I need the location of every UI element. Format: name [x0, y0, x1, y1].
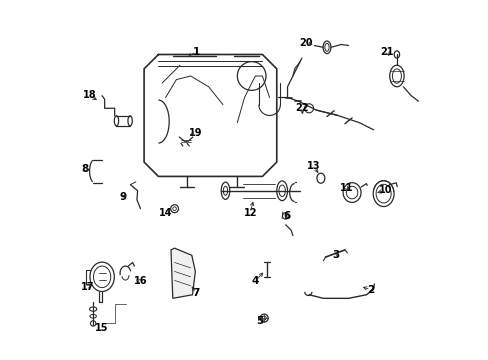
Text: 19: 19: [189, 128, 203, 138]
Text: 21: 21: [380, 46, 393, 57]
Text: 5: 5: [256, 316, 263, 325]
Text: 14: 14: [159, 208, 172, 218]
Text: 17: 17: [81, 282, 94, 292]
Text: 18: 18: [82, 90, 96, 100]
Text: 7: 7: [192, 288, 200, 298]
Text: 15: 15: [95, 323, 108, 333]
Text: 8: 8: [81, 163, 88, 174]
Text: 3: 3: [331, 249, 339, 260]
Text: 4: 4: [251, 276, 259, 286]
Text: 11: 11: [339, 183, 353, 193]
Polygon shape: [171, 248, 195, 298]
Text: 10: 10: [379, 185, 392, 195]
Text: 6: 6: [283, 211, 290, 221]
Text: 13: 13: [306, 161, 320, 171]
Text: 12: 12: [243, 208, 257, 218]
Text: 1: 1: [192, 46, 199, 57]
Text: 16: 16: [134, 276, 147, 287]
Text: 22: 22: [295, 103, 308, 113]
Text: 9: 9: [120, 192, 126, 202]
Text: 20: 20: [299, 38, 312, 48]
Text: 2: 2: [366, 285, 374, 295]
